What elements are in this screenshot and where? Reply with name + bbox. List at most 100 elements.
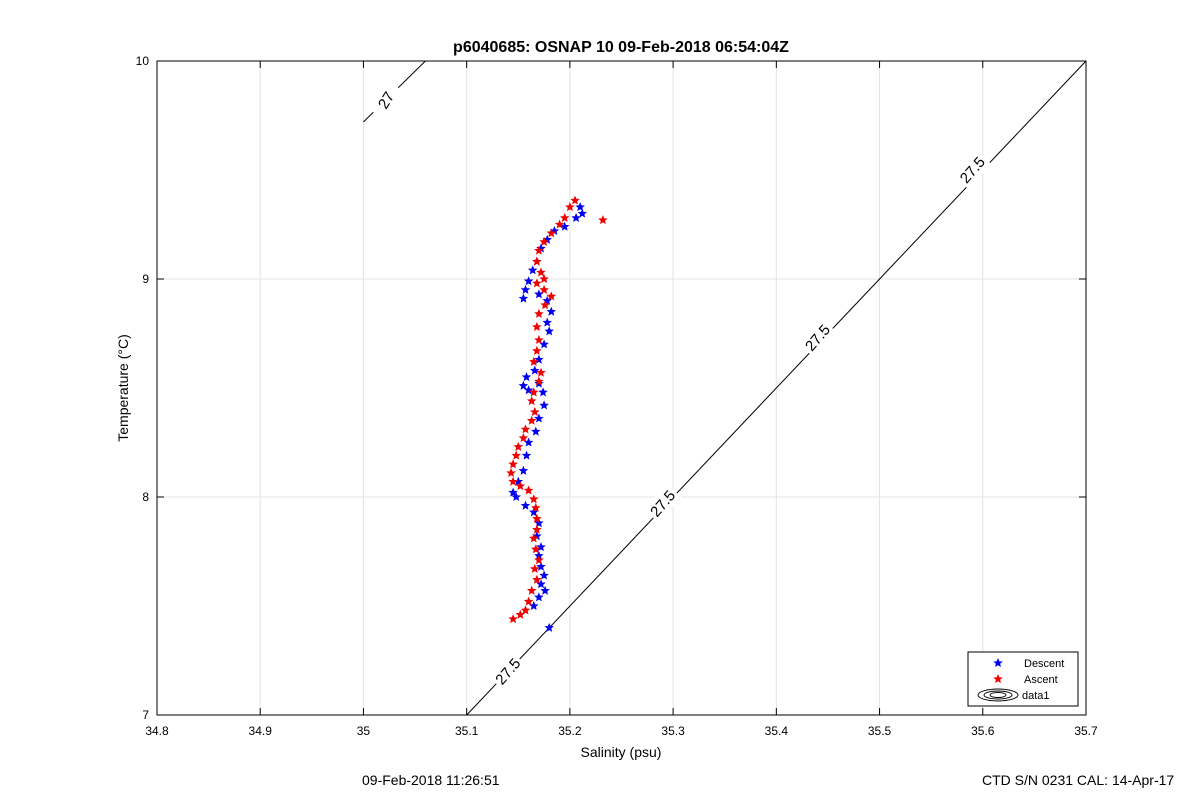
ascent-point <box>513 441 524 451</box>
legend-contour-ring <box>983 690 1013 700</box>
ascent-point <box>559 213 570 223</box>
descent-point <box>523 276 534 286</box>
footer-timestamp: 09-Feb-2018 11:26:51 <box>362 772 500 788</box>
ascent-point <box>534 555 544 565</box>
ascent-point <box>536 267 546 277</box>
ascent-point <box>598 215 608 225</box>
y-tick-label: 7 <box>142 708 149 722</box>
descent-point <box>520 500 531 510</box>
descent-point <box>540 585 550 595</box>
ascent-point <box>532 256 542 266</box>
ascent-point <box>546 228 557 238</box>
descent-point <box>539 339 549 349</box>
descent-point <box>529 601 539 611</box>
ascent-point <box>526 396 537 406</box>
x-tick-label: 35 <box>357 724 371 738</box>
descent-point <box>521 372 532 382</box>
descent-point <box>544 326 554 336</box>
descent-point <box>508 487 518 497</box>
ascent-point <box>532 513 542 523</box>
ascent-point <box>534 376 544 386</box>
contour-label-gap <box>489 652 527 691</box>
ascent-point <box>532 345 542 355</box>
contour-label-gap <box>644 484 682 523</box>
x-tick-label: 35.6 <box>971 724 995 738</box>
descent-point <box>529 507 539 517</box>
ascent-point <box>539 236 549 246</box>
ascent-point <box>570 195 580 205</box>
grid-lines <box>156 60 1087 716</box>
ascent-point <box>534 308 544 318</box>
descent-point <box>534 592 544 602</box>
descent-point <box>518 293 529 303</box>
descent-point <box>539 570 549 580</box>
descent-point <box>575 202 585 212</box>
ascent-point <box>508 476 518 486</box>
legend-label-ascent: Ascent <box>1024 674 1058 686</box>
x-tick-label: 35.5 <box>868 724 892 738</box>
descent-point <box>531 426 541 436</box>
ascent-point <box>511 450 521 460</box>
descent-point <box>523 437 534 447</box>
y-axis-label: Temperature (°C) <box>115 334 131 442</box>
legend-contour-icon <box>977 688 1019 702</box>
ascent-point <box>526 585 537 595</box>
ascent-point <box>520 424 531 434</box>
y-tick-label: 9 <box>142 272 149 286</box>
chart-title: p6040685: OSNAP 10 09-Feb-2018 06:54:04Z <box>453 39 789 56</box>
y-tick-label: 10 <box>136 54 150 68</box>
ascent-point <box>536 367 546 377</box>
descent-point <box>544 622 554 632</box>
ascent-point <box>530 563 540 573</box>
legend: Descent Ascent data1 <box>967 651 1079 707</box>
ascent-point <box>546 291 557 301</box>
legend-label-descent: Descent <box>1024 658 1064 670</box>
legend-contour-ring <box>989 692 1007 698</box>
x-tick-label: 35.4 <box>765 724 789 738</box>
legend-marker-descent <box>993 658 1003 668</box>
contour-label-gap <box>368 80 404 120</box>
ascent-point <box>520 605 531 615</box>
descent-point <box>534 289 544 299</box>
ascent-point <box>534 245 544 255</box>
descent-point <box>534 518 544 528</box>
ascent-point <box>531 544 541 554</box>
ascent-point <box>526 415 537 425</box>
x-tick-label: 35.7 <box>1074 724 1098 738</box>
ascent-point <box>529 387 539 397</box>
ascent-point <box>523 485 534 495</box>
ascent-point <box>534 335 544 345</box>
descent-point <box>527 265 538 275</box>
descent-point <box>536 579 546 589</box>
ascent-point <box>515 481 526 491</box>
ascent-point <box>508 459 518 469</box>
descent-point <box>518 465 529 475</box>
descent-point <box>577 208 588 218</box>
ascent-point <box>531 502 541 512</box>
x-tick-label: 35.1 <box>455 724 479 738</box>
descent-point <box>546 306 557 316</box>
data-points <box>506 195 608 632</box>
axis-ticks: 34.8 34.9 35 35.1 35.2 35.3 35.4 35.5 35.6 35.7 7 8… <box>136 54 1098 738</box>
descent-point <box>518 380 529 390</box>
contour-label: 27 <box>375 89 398 112</box>
ascent-point <box>518 433 529 443</box>
ascent-point <box>540 300 550 310</box>
ascent-point <box>539 274 549 284</box>
axes-box <box>156 60 1087 716</box>
contour-label-gap <box>798 318 837 358</box>
ascent-point <box>523 596 534 606</box>
ascent-point <box>508 614 518 624</box>
ascent-point <box>532 278 542 288</box>
y-tick-label: 8 <box>142 490 149 504</box>
contour-label-gap <box>953 150 992 190</box>
descent-point <box>539 400 549 410</box>
ascent-point <box>529 356 539 366</box>
ascent-point <box>529 533 539 543</box>
legend-label-data1: data1 <box>1022 690 1050 702</box>
descent-point <box>538 387 548 397</box>
ascent-point <box>532 322 542 332</box>
x-tick-label: 34.9 <box>249 724 273 738</box>
